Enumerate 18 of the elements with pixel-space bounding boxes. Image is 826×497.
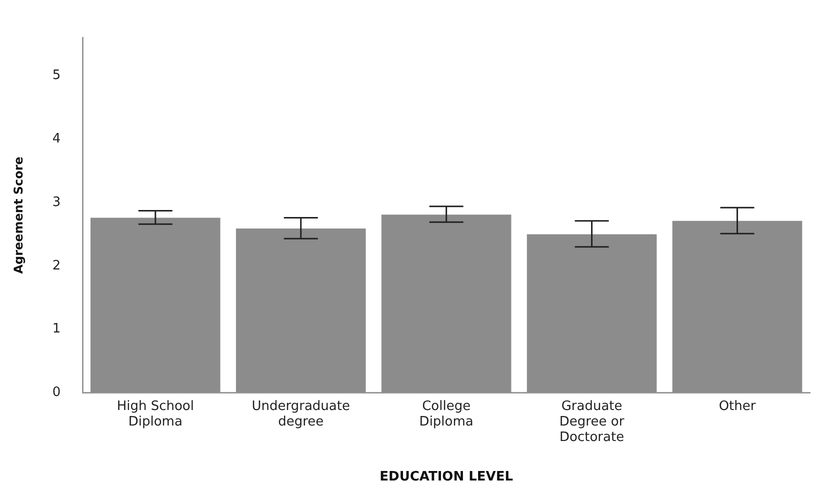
bar [381,214,512,393]
x-tick-label: Undergraduate degree [252,398,350,430]
x-tick-label: College Diploma [419,398,474,430]
y-tick-label: 4 [52,132,61,147]
x-tick-label: High School Diploma [116,398,194,430]
x-tick-label: Graduate Degree or Doctorate [559,398,625,445]
y-tick-label: 5 [52,68,61,84]
y-tick-label: 2 [52,258,61,274]
bar [672,220,802,393]
bar [236,228,366,393]
y-tick-label: 0 [52,384,61,400]
x-axis-title: EDUCATION LEVEL [380,470,514,485]
x-tick-label: Other [718,398,756,414]
y-tick-label: 1 [52,322,61,337]
bar [526,234,657,393]
bar [90,218,220,393]
y-axis-title: Agreement Score [11,156,26,274]
y-tick-label: 3 [52,194,61,210]
